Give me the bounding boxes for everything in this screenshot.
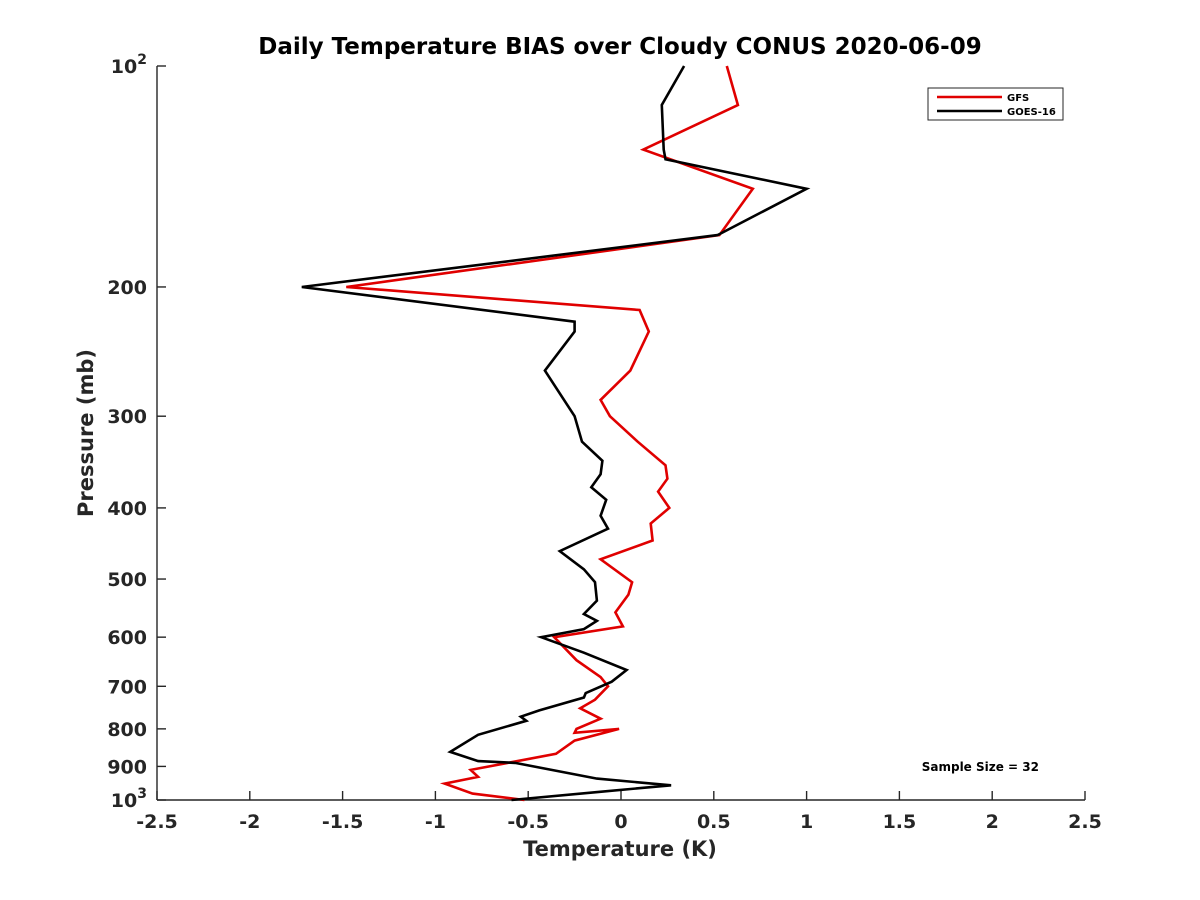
x-tick-label: -0.5 (507, 811, 549, 833)
x-axis-title: Temperature (K) (523, 837, 717, 861)
y-tick-label: 300 (107, 406, 147, 428)
legend-label-goes16: GOES-16 (1007, 107, 1056, 118)
y-tick-label: 200 (107, 277, 147, 299)
plot-axes (156, 66, 1085, 801)
legend-label-gfs: GFS (1007, 93, 1029, 104)
x-tick-label: 0.5 (697, 811, 731, 833)
series-line-goes-16 (301, 65, 811, 802)
y-tick-label: 700 (107, 676, 147, 698)
x-tick-label: 0 (614, 811, 627, 833)
x-tick-label: 2 (986, 811, 999, 833)
y-axis-title: Pressure (mb) (74, 349, 98, 517)
y-tick-label: 500 (107, 569, 147, 591)
series-layer (301, 65, 811, 802)
y-tick-label: 103 (111, 786, 147, 812)
x-tick-label: -1.5 (322, 811, 364, 833)
y-axis-ticks: 102 200 300 400 500 600 700 800 900 103 (107, 52, 166, 812)
x-tick-label: -2 (239, 811, 260, 833)
sample-size-annotation: Sample Size = 32 (922, 760, 1039, 774)
x-tick-label: -2.5 (136, 811, 178, 833)
legend-box (927, 87, 1064, 121)
chart-title: Daily Temperature BIAS over Cloudy CONUS… (258, 34, 981, 60)
x-axis-ticks: -2.5 -2 -1.5 -1 -0.5 0 0.5 1 1.5 2 2.5 (136, 791, 1102, 833)
y-tick-label: 800 (107, 719, 147, 741)
x-tick-label: 2.5 (1068, 811, 1102, 833)
x-tick-label: -1 (425, 811, 446, 833)
y-tick-label: 900 (107, 756, 147, 778)
y-tick-label: 400 (107, 498, 147, 520)
x-tick-label: 1 (800, 811, 813, 833)
y-tick-label: 102 (111, 52, 147, 78)
legend: GFS GOES-16 (927, 87, 1064, 121)
series-line-gfs (346, 65, 755, 802)
y-tick-label: 600 (107, 627, 147, 649)
x-tick-label: 1.5 (883, 811, 917, 833)
